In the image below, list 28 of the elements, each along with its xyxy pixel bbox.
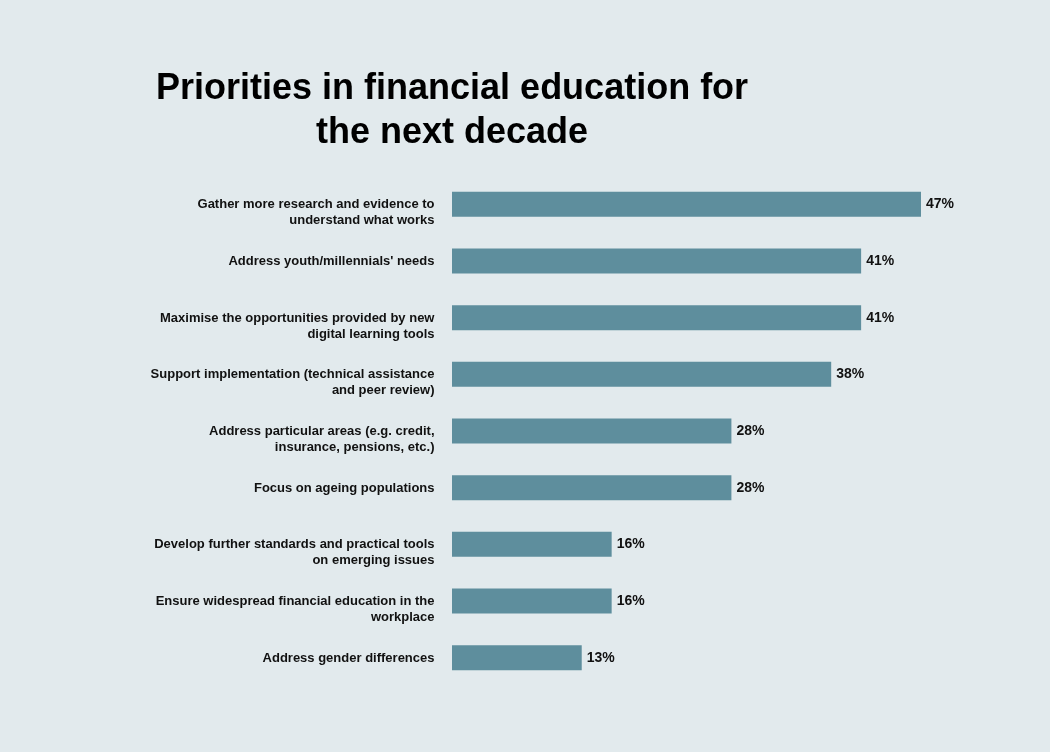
data-label: 16% (616, 592, 646, 608)
y-tick-label: Address particular areas (e.g. credit, insurance, pensions, etc.) (209, 423, 435, 454)
data-label: 16% (616, 535, 646, 552)
bar (452, 305, 862, 331)
data-label: 41% (866, 308, 895, 325)
data-label: 13% (586, 648, 616, 665)
bar (452, 191, 921, 217)
y-tick-label: Ensure widespread financial education in the workplace (155, 593, 435, 624)
data-label: 41% (866, 252, 895, 268)
data-label: 28% (736, 422, 765, 438)
bar (452, 361, 832, 387)
y-tick-label: Gather more research and evidence to understand what works (197, 196, 435, 228)
data-label: 28% (736, 478, 765, 495)
bar (452, 645, 582, 671)
data-label: 47% (926, 195, 955, 212)
bar (452, 588, 612, 614)
y-tick-label: Address youth/millennials' needs (228, 253, 435, 268)
y-tick-label: Address gender differences (262, 649, 435, 665)
y-tick-label: Focus on ageing populations (253, 479, 435, 495)
chart-title: Priorities in financial education for the next decade (156, 66, 749, 151)
bar (452, 418, 732, 444)
y-tick-label: Support implementation (technical assistance and peer review) (150, 366, 435, 398)
y-tick-label: Maximise the opportunities provided by new digital learning tools (160, 309, 436, 341)
bar (452, 531, 612, 557)
bar (452, 248, 862, 274)
data-label: 38% (836, 365, 865, 382)
bar (452, 475, 732, 501)
y-tick-label: Develop further standards and practical tools on emerging issues (154, 536, 435, 568)
